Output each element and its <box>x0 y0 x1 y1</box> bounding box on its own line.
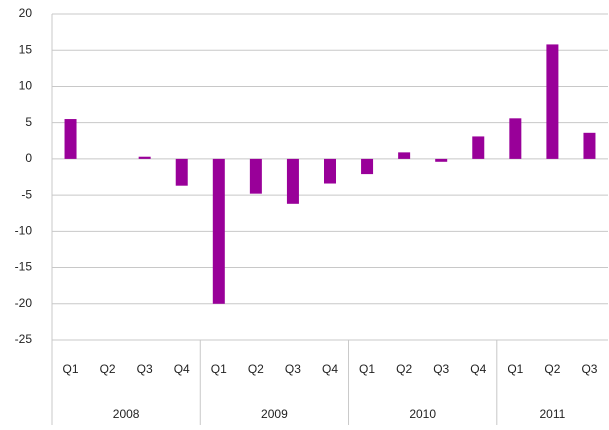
bar <box>509 118 522 159</box>
y-tick-label: -5 <box>21 187 32 201</box>
x-tick-label: Q1 <box>211 362 227 376</box>
x-tick-label: Q1 <box>63 362 79 376</box>
x-tick-label: Q4 <box>174 362 190 376</box>
bar <box>583 132 596 159</box>
group-label: 2009 <box>261 407 288 421</box>
y-tick-label: -15 <box>15 260 33 274</box>
bar <box>286 158 299 204</box>
bar <box>64 119 77 159</box>
bar <box>249 158 262 194</box>
bar <box>546 44 559 159</box>
x-tick-label: Q1 <box>507 362 523 376</box>
x-tick-label: Q3 <box>581 362 597 376</box>
group-label: 2008 <box>113 407 140 421</box>
bar <box>324 158 336 184</box>
x-tick-label: Q3 <box>137 362 153 376</box>
y-tick-label: 10 <box>19 79 33 93</box>
x-tick-label: Q4 <box>322 362 338 376</box>
x-tick-label: Q2 <box>248 362 264 376</box>
bar <box>472 136 485 159</box>
y-tick-label: -10 <box>15 224 33 238</box>
bar <box>138 156 151 159</box>
bar <box>361 158 374 175</box>
y-tick-label: 5 <box>25 115 32 129</box>
bar <box>212 158 225 304</box>
group-label: 2010 <box>409 407 436 421</box>
x-tick-label: Q3 <box>433 362 449 376</box>
x-tick-label: Q1 <box>359 362 375 376</box>
bar <box>398 152 411 159</box>
x-tick-label: Q2 <box>544 362 560 376</box>
x-tick-label: Q2 <box>100 362 116 376</box>
y-tick-label: -25 <box>15 332 33 346</box>
bar <box>435 158 448 162</box>
x-tick-label: Q3 <box>285 362 301 376</box>
y-tick-label: 15 <box>19 42 33 56</box>
x-tick-label: Q4 <box>470 362 486 376</box>
y-tick-label: 20 <box>19 6 33 20</box>
x-tick-label: Q2 <box>396 362 412 376</box>
bar <box>175 158 188 186</box>
group-label: 2011 <box>539 407 565 421</box>
y-tick-label: -20 <box>15 296 33 310</box>
y-tick-label: 0 <box>25 151 32 165</box>
